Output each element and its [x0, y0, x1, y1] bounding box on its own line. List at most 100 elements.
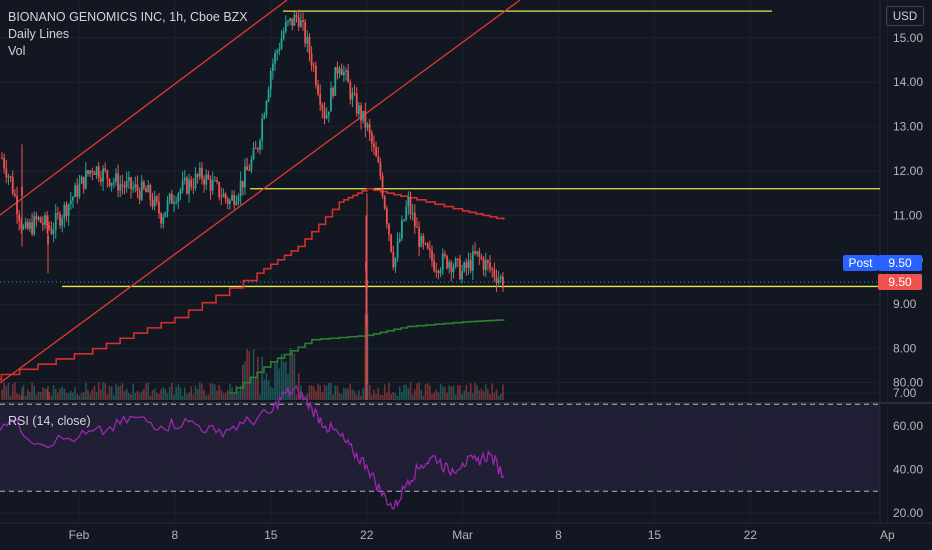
- volume-bar: [16, 393, 18, 400]
- candle-body: [366, 124, 369, 128]
- candle-body: [127, 177, 130, 181]
- time-tick-label: 15: [648, 528, 662, 542]
- candle-body: [22, 227, 25, 229]
- volume-bar: [128, 392, 130, 400]
- candle-body: [459, 259, 461, 280]
- candle-body: [213, 180, 216, 182]
- candle-body: [287, 21, 289, 23]
- volume-bar: [132, 383, 134, 400]
- resistance-step-line[interactable]: [0, 187, 505, 381]
- volume-bar: [487, 388, 489, 400]
- volume-bar: [502, 384, 504, 400]
- volume-bar: [315, 391, 317, 400]
- volume-bar: [444, 387, 446, 400]
- volume-bar: [334, 385, 337, 400]
- candle-body: [239, 180, 242, 197]
- volume-bar: [85, 382, 87, 400]
- volume-bar: [181, 395, 184, 400]
- candle-body: [246, 166, 248, 171]
- candle-body: [11, 177, 14, 194]
- rsi-legend[interactable]: RSI (14, close): [8, 414, 91, 428]
- volume-bar: [459, 385, 461, 400]
- candle-body: [310, 53, 313, 66]
- symbol-title[interactable]: BIONANO GENOMICS INC, 1h, Cboe BZX: [8, 10, 248, 24]
- volume-bar: [295, 394, 298, 400]
- candle-body: [325, 115, 328, 119]
- channel-upper-line[interactable]: [0, 0, 288, 216]
- volume-bar: [95, 392, 98, 400]
- volume-bar: [414, 389, 416, 400]
- candle-body: [392, 251, 395, 268]
- volume-bar: [345, 388, 347, 400]
- volume-bar: [265, 373, 268, 400]
- candle-body: [366, 279, 368, 289]
- volume-bar: [340, 393, 343, 400]
- volume-bar: [310, 385, 313, 400]
- candle-body: [474, 251, 476, 254]
- volume-bar: [222, 392, 225, 400]
- volume-bar: [338, 392, 341, 400]
- candle-body: [147, 185, 150, 193]
- candle-body: [179, 189, 182, 195]
- candle-body: [140, 181, 143, 200]
- candle-body: [461, 271, 463, 280]
- volume-bar: [472, 393, 474, 400]
- volume-bar: [312, 386, 315, 400]
- candle-body: [192, 187, 195, 189]
- price-tick-label: 13.00: [893, 120, 923, 134]
- volume-bar: [469, 383, 472, 400]
- candle-body: [76, 185, 79, 197]
- volume-bar: [328, 383, 330, 400]
- volume-bar: [396, 395, 399, 400]
- volume-bar: [358, 390, 360, 400]
- channel-lower-line[interactable]: [0, 0, 521, 384]
- candle-body: [269, 70, 272, 90]
- volume-bar: [439, 383, 442, 400]
- candle-body: [233, 195, 236, 205]
- candle-body: [67, 204, 70, 217]
- volume-bar: [147, 382, 149, 400]
- candle-body: [444, 253, 446, 256]
- candle-body: [100, 178, 102, 182]
- volume-bar: [407, 388, 410, 400]
- candle-body: [276, 50, 279, 54]
- candle-body: [7, 176, 10, 178]
- candle-body: [97, 166, 100, 179]
- volume-bar: [343, 387, 345, 400]
- volume-bar: [63, 388, 66, 400]
- time-tick-label: 22: [360, 528, 374, 542]
- candle-body: [231, 195, 233, 201]
- candle-body: [119, 184, 122, 191]
- time-tick-label: Feb: [69, 528, 90, 542]
- candle-body: [452, 267, 455, 273]
- volume-bar: [149, 395, 152, 400]
- candle-body: [349, 82, 352, 100]
- volume-bar: [497, 395, 500, 400]
- indicator-daily-lines[interactable]: Daily Lines: [8, 27, 70, 41]
- candle-body: [422, 236, 425, 244]
- currency-button[interactable]: USD: [886, 6, 924, 26]
- candle-body: [484, 260, 487, 270]
- volume-bar: [267, 380, 270, 400]
- candle-body: [201, 167, 203, 179]
- candle-body: [308, 36, 311, 54]
- candle-body: [295, 14, 298, 18]
- volume-bar: [323, 384, 326, 400]
- volume-bar: [27, 389, 29, 400]
- candle-body: [237, 196, 240, 202]
- volume-bar: [362, 387, 364, 400]
- candle-body: [297, 17, 300, 27]
- candle-body: [362, 110, 365, 121]
- volume-bar: [484, 384, 487, 400]
- volume-bar: [199, 382, 201, 400]
- volume-bar: [7, 382, 10, 400]
- volume-bar: [467, 392, 470, 400]
- candle-body: [465, 262, 468, 268]
- candle-body: [428, 248, 431, 251]
- candle-body: [162, 217, 165, 224]
- volume-bar: [188, 392, 190, 400]
- volume-bar: [97, 382, 100, 400]
- candle-body: [256, 148, 259, 150]
- indicator-volume[interactable]: Vol: [8, 44, 26, 58]
